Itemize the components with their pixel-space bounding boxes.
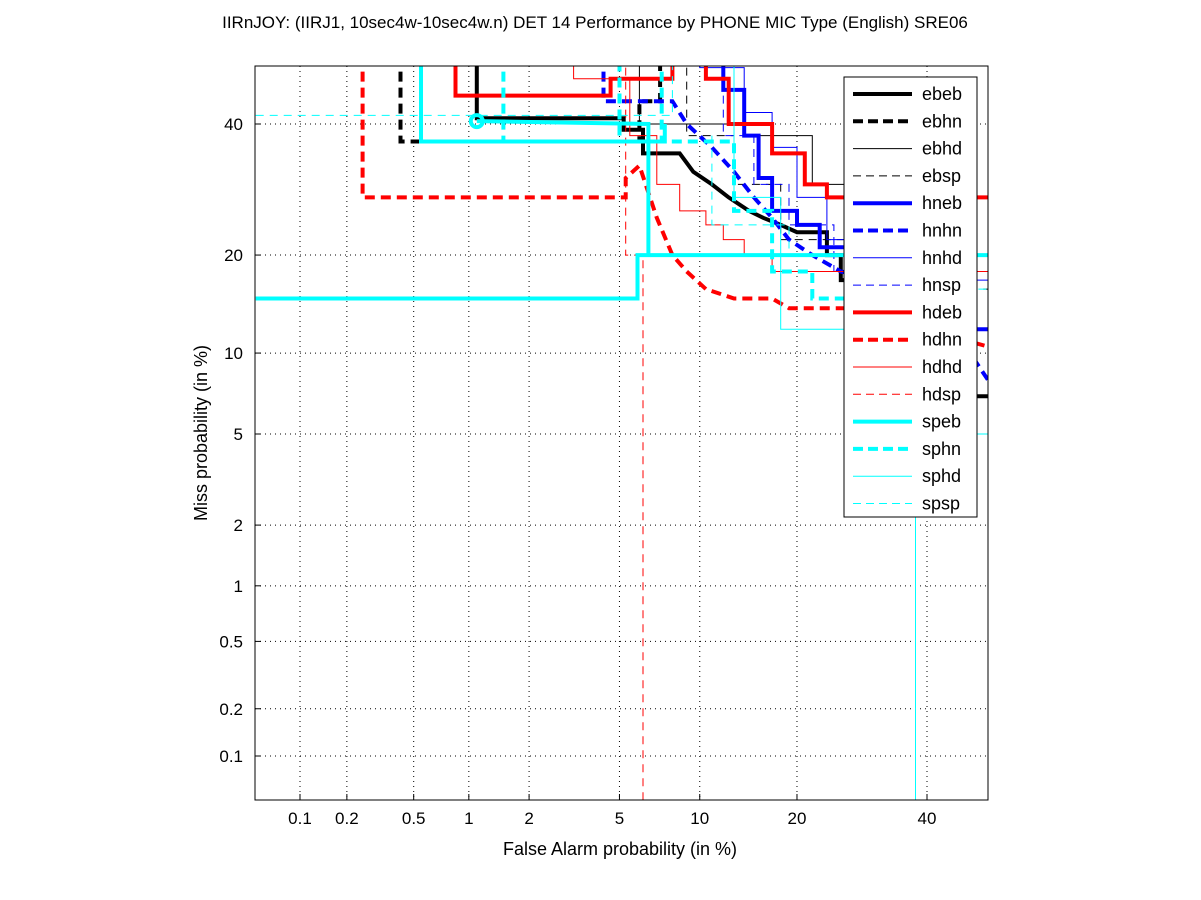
det-curve-speb [255, 119, 651, 301]
y-tick-label: 0.1 [219, 747, 243, 766]
legend-label-sphn: sphn [922, 439, 961, 459]
det-curve-hdeb [453, 66, 988, 200]
legend-label-hnhn: hnhn [922, 221, 962, 241]
y-tick-label: 10 [224, 344, 243, 363]
y-axis: 0.1 0.2 0.5 1 2 5 10 20 40 [219, 115, 261, 766]
x-axis: 0.1 0.2 0.5 1 2 5 10 20 40 [288, 794, 936, 828]
legend-label-hnsp: hnsp [922, 275, 961, 295]
y-tick-label: 40 [224, 115, 243, 134]
y-tick-label: 0.2 [219, 700, 243, 719]
y-tick-label: 1 [234, 577, 243, 596]
legend-label-ebhd: ebhd [922, 139, 962, 159]
legend-label-speb: speb [922, 412, 961, 432]
legend-label-hnhd: hnhd [922, 248, 962, 268]
plot-frame [254, 65, 989, 801]
legend-label-sphd: sphd [922, 466, 961, 486]
legend-label-ebeb: ebeb [922, 84, 962, 104]
x-tick-label: 2 [524, 809, 533, 828]
legend-label-hdhn: hdhn [922, 330, 962, 350]
legend-box [843, 76, 978, 518]
legend-label-ebsp: ebsp [922, 166, 961, 186]
det-curve-sphn-segment [659, 66, 868, 301]
x-tick-label: 0.5 [402, 809, 426, 828]
x-tick-label: 1 [464, 809, 473, 828]
det-curve-hdsp [625, 66, 644, 800]
chart-title: IIRnJOY: (IIRJ1, 10sec4w-10sec4w.n) DET … [222, 13, 968, 32]
x-tick-label: 20 [788, 809, 807, 828]
curves [255, 66, 988, 800]
y-tick-label: 0.5 [219, 632, 243, 651]
x-tick-label: 40 [918, 809, 937, 828]
legend-label-hdsp: hdsp [922, 384, 961, 404]
legend-label-hdhd: hdhd [922, 357, 962, 377]
x-tick-label: 10 [690, 809, 709, 828]
legend-label-spsp: spsp [922, 494, 960, 514]
legend-label-ebhn: ebhn [922, 111, 962, 131]
det-curve-sphn [501, 66, 622, 144]
y-tick-label: 20 [224, 246, 243, 265]
legend: ebeb ebhn ebhd ebsp hneb hnhn hnhd hnsp hdeb hdhn… [843, 76, 978, 518]
y-axis-title: Miss probability (in %) [191, 345, 211, 521]
legend-label-hdeb: hdeb [922, 302, 962, 322]
operating-point-marker [468, 113, 485, 130]
x-tick-label: 5 [615, 809, 624, 828]
x-tick-label: 0.2 [335, 809, 359, 828]
x-tick-label: 0.1 [288, 809, 312, 828]
det-curve-speb-segment [419, 66, 667, 144]
y-tick-label: 5 [234, 425, 243, 444]
x-axis-title: False Alarm probability (in %) [503, 839, 737, 859]
legend-label-hneb: hneb [922, 193, 962, 213]
y-tick-label: 2 [234, 516, 243, 535]
